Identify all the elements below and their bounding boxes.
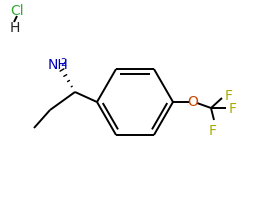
- Text: 2: 2: [60, 58, 66, 68]
- Text: F: F: [209, 124, 217, 138]
- Text: NH: NH: [48, 58, 69, 72]
- Text: F: F: [225, 89, 233, 103]
- Text: O: O: [188, 95, 198, 109]
- Text: Cl: Cl: [10, 4, 24, 18]
- Text: H: H: [10, 21, 20, 35]
- Text: F: F: [229, 102, 237, 116]
